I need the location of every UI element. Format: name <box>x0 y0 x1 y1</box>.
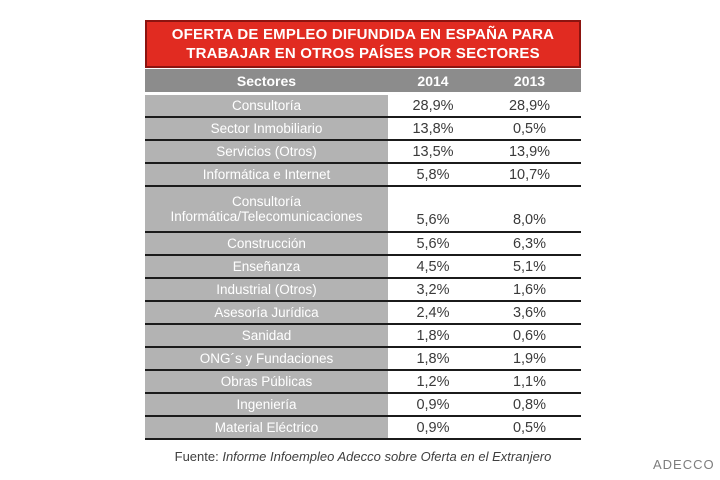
value-2013: 1,9% <box>512 350 547 367</box>
value-2014: 1,8% <box>416 327 450 344</box>
value-2013: 0,8% <box>512 396 547 413</box>
value-2014: 13,8% <box>412 120 454 137</box>
value-2013: 6,3% <box>512 235 547 252</box>
table-row: Enseñanza 4,5% 5,1% <box>145 256 581 279</box>
sector-name: Consultoría <box>145 95 388 116</box>
value-2014: 0,9% <box>416 396 450 413</box>
sector-name: Informática e Internet <box>145 164 388 185</box>
sector-name: ONG´s y Fundaciones <box>145 348 388 369</box>
table-row: Ingeniería 0,9% 0,8% <box>145 394 581 417</box>
value-2013: 1,1% <box>512 373 547 390</box>
column-header-2013: 2013 <box>513 72 546 89</box>
sector-name: Industrial (Otros) <box>145 279 388 300</box>
value-2014: 0,9% <box>416 419 450 436</box>
sector-name: Sanidad <box>145 325 388 346</box>
sector-name: Construcción <box>145 233 388 254</box>
table-row: Obras Públicas 1,2% 1,1% <box>145 371 581 394</box>
value-2013: 0,5% <box>512 120 547 137</box>
value-2014: 13,5% <box>412 143 454 160</box>
sector-name: Enseñanza <box>145 256 388 277</box>
value-2014: 5,6% <box>416 235 450 252</box>
value-2013: 0,6% <box>512 327 547 344</box>
value-2013: 13,9% <box>508 143 551 160</box>
table-row: Material Eléctrico 0,9% 0,5% <box>145 417 581 440</box>
sector-name: Asesoría Jurídica <box>145 302 388 323</box>
sector-name: Ingeniería <box>145 394 388 415</box>
table-header-row: Sectores 2014 2013 <box>145 69 581 92</box>
table-row: Sector Inmobiliario 13,8% 0,5% <box>145 118 581 141</box>
source-text: Informe Infoempleo Adecco sobre Oferta e… <box>222 449 552 464</box>
table-row: Servicios (Otros) 13,5% 13,9% <box>145 141 581 164</box>
table-title: OFERTA DE EMPLEO DIFUNDIDA EN ESPAÑA PAR… <box>145 20 581 68</box>
value-2013: 1,6% <box>512 281 547 298</box>
value-2014: 5,6% <box>416 212 450 228</box>
sector-name: Consultoría Informática/Telecomunicacion… <box>145 187 388 231</box>
source-caption: Fuente: Informe Infoempleo Adecco sobre … <box>145 449 581 464</box>
value-2013: 3,6% <box>512 304 547 321</box>
value-2013: 10,7% <box>508 166 551 183</box>
value-2014: 5,8% <box>416 166 450 183</box>
table-row: ONG´s y Fundaciones 1,8% 1,9% <box>145 348 581 371</box>
value-2013: 28,9% <box>508 97 551 114</box>
table-row: Construcción 5,6% 6,3% <box>145 233 581 256</box>
value-2013: 8,0% <box>512 212 547 228</box>
table-row: Consultoría Informática/Telecomunicacion… <box>145 187 581 233</box>
sector-name: Obras Públicas <box>145 371 388 392</box>
table-title-line1: OFERTA DE EMPLEO DIFUNDIDA EN ESPAÑA PAR… <box>171 26 555 43</box>
table-row: Asesoría Jurídica 2,4% 3,6% <box>145 302 581 325</box>
value-2014: 3,2% <box>416 281 450 298</box>
value-2014: 2,4% <box>416 304 450 321</box>
value-2014: 1,2% <box>416 373 450 390</box>
table-row: Sanidad 1,8% 0,6% <box>145 325 581 348</box>
value-2014: 1,8% <box>416 350 450 367</box>
sectors-table: OFERTA DE EMPLEO DIFUNDIDA EN ESPAÑA PAR… <box>145 20 581 440</box>
value-2013: 0,5% <box>512 419 547 436</box>
table-row: Consultoría 28,9% 28,9% <box>145 95 581 118</box>
sector-name: Material Eléctrico <box>145 417 388 438</box>
value-2013: 5,1% <box>512 258 547 275</box>
sector-name: Servicios (Otros) <box>145 141 388 162</box>
source-prefix: Fuente: <box>174 449 219 464</box>
value-2014: 28,9% <box>412 97 454 114</box>
table-row: Informática e Internet 5,8% 10,7% <box>145 164 581 187</box>
value-2014: 4,5% <box>416 258 450 275</box>
table-body: Consultoría 28,9% 28,9% Sector Inmobilia… <box>145 95 581 440</box>
column-header-2014: 2014 <box>417 72 449 89</box>
adecco-watermark: ADECCO <box>653 457 715 472</box>
table-row: Industrial (Otros) 3,2% 1,6% <box>145 279 581 302</box>
column-header-sectores: Sectores <box>236 72 297 89</box>
table-title-line2: TRABAJAR EN OTROS PAÍSES POR SECTORES <box>186 45 540 62</box>
sector-name: Sector Inmobiliario <box>145 118 388 139</box>
